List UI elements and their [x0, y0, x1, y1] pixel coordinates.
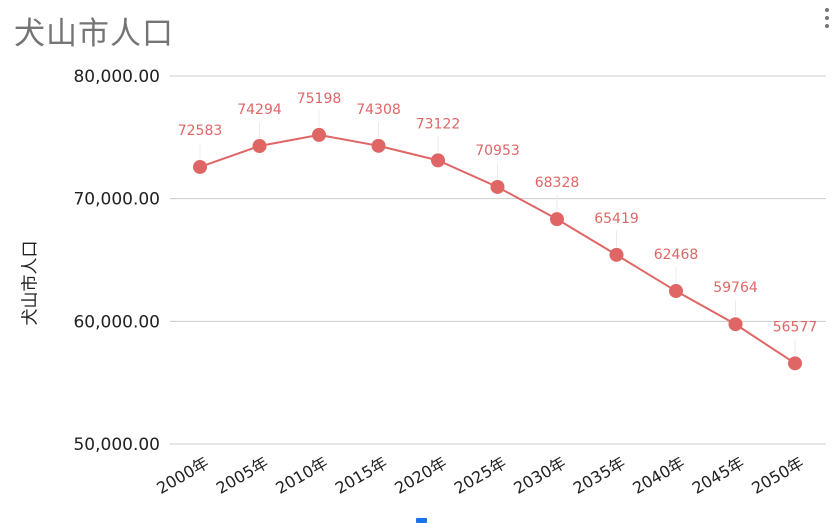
data-point — [312, 127, 326, 142]
chart-title: 犬山市人口 — [14, 16, 174, 52]
menu-dot — [825, 8, 829, 12]
x-tick-label: 2000年 — [153, 453, 212, 498]
data-points — [193, 127, 802, 371]
y-tick-label: 70,000.00 — [73, 190, 160, 210]
more-vert-icon[interactable] — [818, 0, 836, 36]
x-tick-label: 2045年 — [689, 453, 748, 498]
y-tick-labels: 50,000.00 60,000.00 70,000.00 80,000.00 — [73, 67, 160, 455]
data-point — [728, 317, 743, 332]
data-label: 65419 — [594, 211, 639, 227]
data-label: 59764 — [713, 280, 758, 296]
data-point — [252, 138, 267, 153]
x-tick-label: 2010年 — [272, 453, 331, 498]
scroll-indicator[interactable] — [416, 518, 427, 523]
y-tick-label: 60,000.00 — [73, 312, 160, 332]
data-label: 73122 — [416, 116, 461, 132]
data-point — [193, 159, 207, 174]
data-point — [609, 247, 624, 262]
x-tick-label: 2050年 — [748, 453, 807, 498]
data-point — [550, 212, 564, 227]
menu-dot — [825, 16, 829, 20]
data-point — [431, 153, 445, 168]
x-tick-label: 2015年 — [332, 453, 391, 498]
data-label: 72583 — [178, 123, 223, 139]
y-tick-label: 80,000.00 — [73, 67, 160, 87]
x-tick-label: 2025年 — [451, 453, 510, 498]
data-point — [371, 138, 386, 153]
y-tick-label: 50,000.00 — [73, 435, 160, 455]
data-label: 74294 — [237, 102, 282, 118]
data-label: 74308 — [356, 102, 401, 118]
data-label: 70953 — [475, 143, 520, 159]
x-tick-label: 2035年 — [570, 453, 629, 498]
data-point — [490, 179, 505, 194]
data-labels: 72583 74294 75198 74308 73122 70953 68328 65419… — [178, 91, 818, 356]
x-tick-labels: 2000年 2005年 2010年 2015年 2020年 2025年 2030年 2035年… — [153, 453, 807, 498]
menu-dot — [825, 24, 829, 28]
x-tick-label: 2040年 — [629, 453, 688, 498]
data-label: 68328 — [535, 175, 580, 191]
data-point — [669, 284, 683, 299]
data-label: 75198 — [297, 91, 342, 107]
x-tick-label: 2005年 — [213, 453, 272, 498]
gridlines — [170, 75, 826, 445]
data-label: 62468 — [654, 247, 699, 263]
data-label: 56577 — [773, 319, 818, 335]
data-point — [788, 356, 802, 371]
x-tick-label: 2030年 — [510, 453, 569, 498]
x-tick-label: 2020年 — [391, 453, 450, 498]
